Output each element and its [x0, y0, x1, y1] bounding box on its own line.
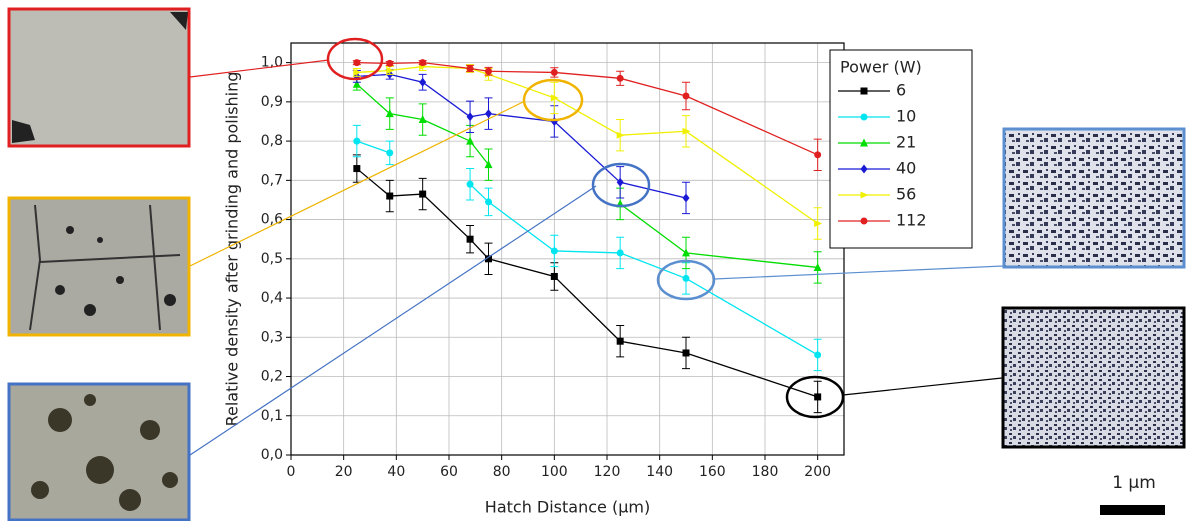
marker [616, 337, 624, 345]
marker [814, 351, 822, 359]
x-tick-label: 60 [440, 464, 458, 480]
scale-bar-label: 1 µm [1112, 473, 1156, 493]
inset-orange [7, 196, 191, 337]
x-tick-label: 0 [287, 464, 296, 480]
marker [860, 217, 868, 225]
marker [419, 190, 427, 198]
legend-label: 21 [896, 133, 916, 152]
marker [466, 235, 474, 243]
marker [466, 112, 474, 122]
marker [485, 109, 492, 119]
y-tick-label: 0,9 [261, 94, 283, 110]
x-tick-label: 40 [387, 464, 405, 480]
marker [550, 272, 558, 280]
marker [682, 127, 691, 135]
y-tick-label: 0,8 [261, 133, 283, 149]
marker [386, 59, 394, 67]
inset-black [1001, 306, 1186, 449]
marker [485, 198, 492, 206]
y-tick-label: 0,4 [261, 290, 283, 306]
legend-box [829, 49, 973, 249]
marker [860, 191, 869, 199]
marker [386, 149, 394, 157]
marker [616, 249, 624, 257]
x-tick-label: 160 [699, 464, 726, 480]
marker [682, 349, 690, 357]
annotations [189, 37, 1004, 456]
marker [682, 92, 690, 100]
marker [550, 94, 559, 102]
x-tick-label: 180 [752, 464, 779, 480]
marker [353, 59, 361, 67]
inset-blue-right [1002, 127, 1186, 269]
marker [682, 248, 690, 257]
marker [485, 255, 492, 263]
x-tick-label: 140 [646, 464, 673, 480]
marker [860, 164, 868, 174]
y-tick-label: 0,5 [261, 251, 283, 267]
marker [550, 68, 558, 76]
x-tick-label: 80 [493, 464, 511, 480]
plot: 0 20 40 60 80 100 120 140 160 180 200 0,0 0,1 0,2 0,3 0… [223, 42, 973, 517]
marker [682, 193, 690, 203]
y-axis-label: Relative density after grinding and poli… [223, 72, 242, 427]
series-line [356, 73, 687, 199]
legend-label: 10 [896, 107, 916, 126]
legend-label: 6 [896, 81, 906, 100]
marker [419, 59, 427, 67]
x-tick-label: 200 [804, 464, 831, 480]
marker [616, 177, 624, 187]
marker [813, 262, 822, 271]
y-tick-label: 0,2 [261, 369, 283, 385]
legend-label: 40 [896, 159, 916, 178]
marker [352, 79, 361, 88]
plot-frame [290, 42, 845, 456]
marker [418, 115, 427, 124]
legend-label: 56 [896, 185, 916, 204]
marker [466, 136, 475, 145]
marker [386, 66, 395, 74]
marker [550, 116, 558, 126]
series-line [356, 140, 818, 356]
marker [616, 74, 624, 82]
marker [466, 65, 474, 73]
marker [385, 109, 394, 118]
marker [485, 67, 492, 75]
marker [814, 151, 822, 159]
marker [616, 131, 625, 139]
inset-blue-left [7, 382, 191, 522]
y-tick-label: 0,3 [261, 329, 283, 345]
x-tick-label: 20 [335, 464, 353, 480]
series-line [356, 168, 818, 398]
marker [550, 247, 558, 255]
x-axis-label: Hatch Distance (µm) [485, 498, 650, 517]
x-tick-label: 100 [541, 464, 568, 480]
x-tick-label: 120 [594, 464, 621, 480]
y-tick-label: 0,0 [261, 447, 283, 463]
marker [860, 113, 868, 121]
marker [419, 77, 427, 87]
y-tick-label: 0,1 [261, 408, 283, 424]
marker [466, 180, 474, 188]
legend-title: Power (W) [840, 58, 922, 77]
marker [814, 219, 823, 227]
marker [353, 68, 362, 76]
marker [386, 192, 394, 200]
scale-bar [1100, 505, 1165, 515]
inset-red [7, 7, 191, 148]
marker [860, 87, 868, 95]
marker [682, 274, 690, 282]
marker [484, 160, 493, 169]
y-tick-label: 0,7 [261, 172, 283, 188]
y-tick-label: 0,6 [261, 212, 283, 228]
legend-label: 112 [896, 211, 927, 230]
marker [814, 393, 822, 401]
marker [353, 165, 361, 173]
marker [860, 138, 868, 147]
marker [353, 137, 361, 145]
